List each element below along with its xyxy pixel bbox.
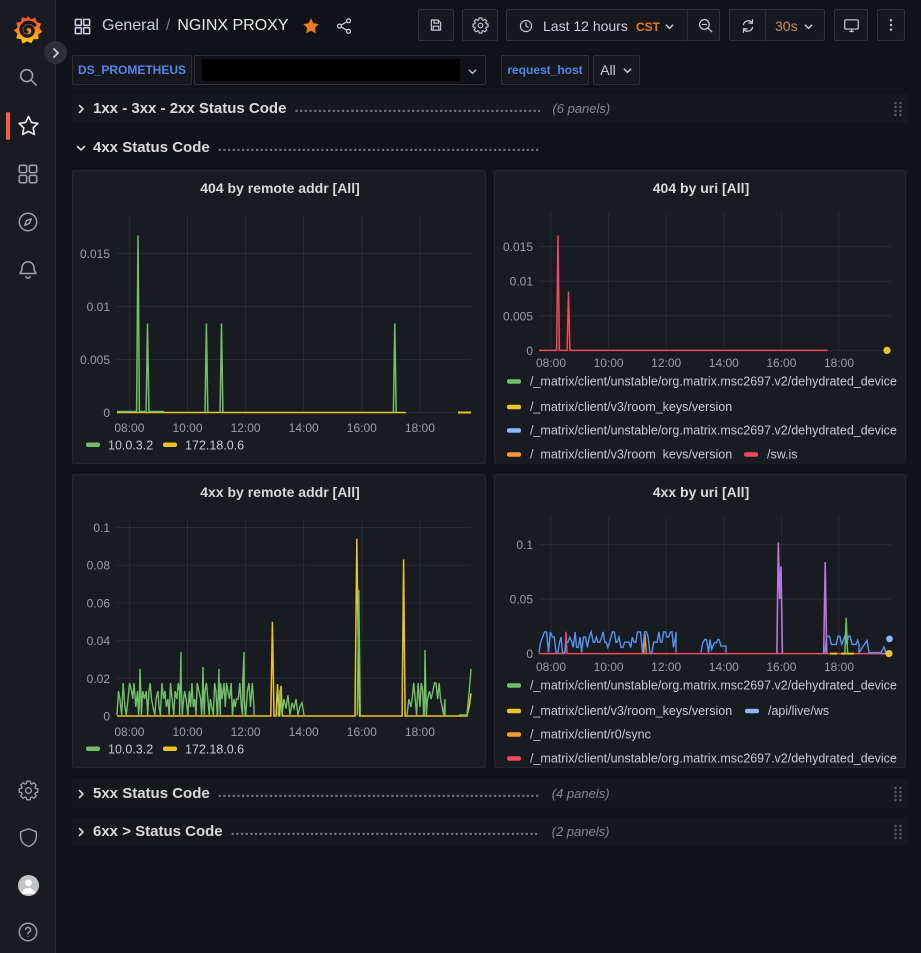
svg-text:10:00: 10:00 — [172, 725, 202, 739]
svg-text:0.1: 0.1 — [516, 538, 533, 552]
svg-text:10:00: 10:00 — [594, 660, 624, 674]
svg-text:/_matrix/client/unstable/org.m: /_matrix/client/unstable/org.matrix.msc2… — [530, 424, 897, 438]
svg-text:16:00: 16:00 — [766, 356, 796, 370]
svg-text:0.005: 0.005 — [80, 353, 110, 367]
svg-text:14:00: 14:00 — [289, 421, 319, 435]
svg-text:0.02: 0.02 — [87, 672, 111, 686]
svg-text:/api/live/ws: /api/live/ws — [768, 704, 829, 718]
svg-text:18:00: 18:00 — [824, 356, 854, 370]
svg-text:0.08: 0.08 — [87, 559, 111, 573]
svg-text:08:00: 08:00 — [114, 725, 144, 739]
svg-text:0.01: 0.01 — [510, 275, 534, 289]
svg-text:18:00: 18:00 — [824, 660, 854, 674]
svg-text:0.04: 0.04 — [87, 634, 111, 648]
svg-text:14:00: 14:00 — [289, 725, 319, 739]
svg-text:08:00: 08:00 — [536, 660, 566, 674]
svg-text:/sw.js: /sw.js — [767, 448, 798, 462]
svg-text:4xx by uri [All]: 4xx by uri [All] — [653, 484, 749, 500]
svg-text:172.18.0.6: 172.18.0.6 — [185, 743, 244, 757]
svg-text:/_matrix/client/v3/room_keys/v: /_matrix/client/v3/room_keys/version — [530, 704, 732, 718]
svg-text:18:00: 18:00 — [405, 725, 435, 739]
svg-text:0.005: 0.005 — [503, 309, 533, 323]
svg-text:0.01: 0.01 — [87, 300, 111, 314]
svg-text:10.0.3.2: 10.0.3.2 — [108, 439, 153, 453]
svg-text:/_matrix/client/unstable/org.m: /_matrix/client/unstable/org.matrix.msc2… — [530, 375, 897, 389]
svg-text:14:00: 14:00 — [709, 356, 739, 370]
svg-text:10:00: 10:00 — [172, 421, 202, 435]
svg-text:14:00: 14:00 — [709, 660, 739, 674]
svg-text:16:00: 16:00 — [347, 725, 377, 739]
svg-text:10:00: 10:00 — [594, 356, 624, 370]
svg-text:0: 0 — [103, 710, 110, 724]
svg-text:0: 0 — [526, 344, 533, 358]
svg-text:0.015: 0.015 — [80, 247, 110, 261]
svg-text:/_matrix/client/v3/room_keys/v: /_matrix/client/v3/room_keys/version — [530, 400, 732, 414]
svg-text:0: 0 — [103, 406, 110, 420]
svg-text:08:00: 08:00 — [114, 421, 144, 435]
svg-text:12:00: 12:00 — [231, 725, 261, 739]
svg-text:/_matrix/client/unstable/org.m: /_matrix/client/unstable/org.matrix.msc2… — [530, 679, 897, 693]
svg-text:0.015: 0.015 — [503, 240, 533, 254]
svg-text:08:00: 08:00 — [536, 356, 566, 370]
svg-text:4xx by remote addr [All]: 4xx by remote addr [All] — [200, 484, 360, 500]
svg-text:0.05: 0.05 — [510, 593, 534, 607]
svg-text:0: 0 — [526, 647, 533, 661]
svg-text:/_matrix/client/unstable/org.m: /_matrix/client/unstable/org.matrix.msc2… — [530, 752, 897, 766]
svg-text:0.06: 0.06 — [87, 596, 111, 610]
svg-text:/_matrix/client/r0/sync: /_matrix/client/r0/sync — [530, 728, 651, 742]
svg-text:0.1: 0.1 — [93, 521, 110, 535]
svg-text:12:00: 12:00 — [231, 421, 261, 435]
svg-text:172.18.0.6: 172.18.0.6 — [185, 439, 244, 453]
svg-text:16:00: 16:00 — [766, 660, 796, 674]
svg-text:404 by uri [All]: 404 by uri [All] — [653, 180, 749, 196]
svg-text:/_matrix/client/v3/room_keys/v: /_matrix/client/v3/room_keys/version — [530, 448, 732, 462]
svg-text:10.0.3.2: 10.0.3.2 — [108, 743, 153, 757]
svg-text:404 by remote addr [All]: 404 by remote addr [All] — [200, 180, 360, 196]
svg-text:12:00: 12:00 — [651, 356, 681, 370]
svg-text:12:00: 12:00 — [651, 660, 681, 674]
svg-text:16:00: 16:00 — [347, 421, 377, 435]
svg-text:18:00: 18:00 — [405, 421, 435, 435]
